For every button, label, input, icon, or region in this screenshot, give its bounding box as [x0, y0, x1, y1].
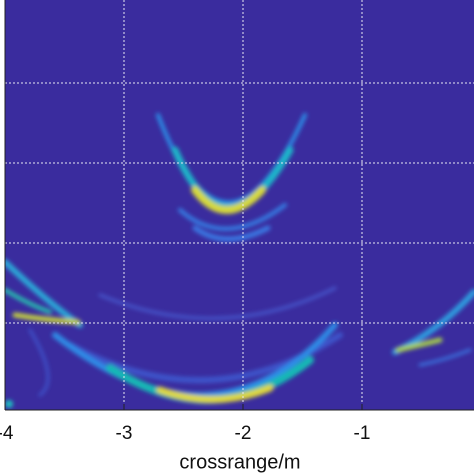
vertical-grid	[5, 0, 363, 410]
echo-arcs	[5, 113, 474, 408]
x-tick-label: -2	[235, 423, 252, 444]
x-tick-label: -4	[0, 423, 14, 444]
x-axis-title: crossrange/m	[179, 451, 300, 473]
x-tick-label: -1	[354, 423, 371, 444]
x-tick-label: -3	[116, 423, 133, 444]
x-ticks: -4 -3 -2 -1	[0, 404, 370, 444]
heatmap-image	[5, 0, 474, 410]
